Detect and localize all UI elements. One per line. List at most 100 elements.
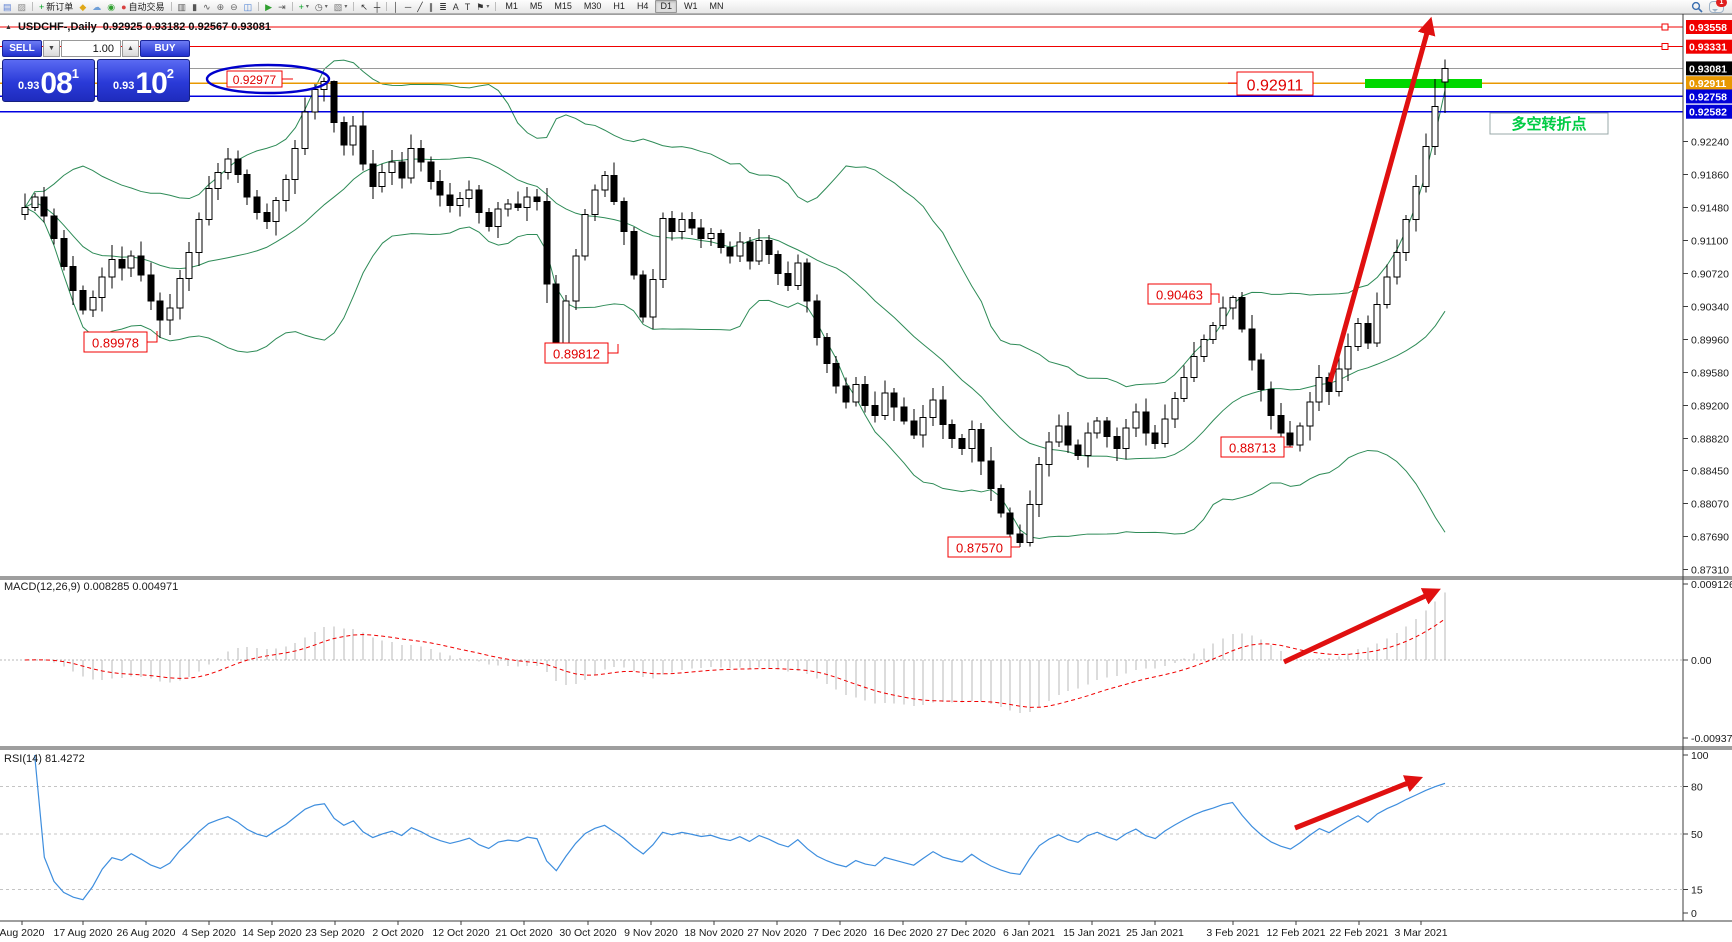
chat-icon[interactable]: 1 — [1709, 0, 1727, 13]
bollinger-bands — [24, 59, 1446, 539]
zoom-in-button[interactable]: ⊕ — [214, 1, 228, 13]
chart-canvas[interactable]: 0.92240 0.91860 0.91480 0.91100 0.90720 0.903… — [0, 14, 1732, 942]
timeframe-w1-button[interactable]: W1 — [683, 1, 698, 11]
chart-shift-icon: ⇥ — [278, 1, 286, 12]
svg-text:16 Dec 2020: 16 Dec 2020 — [873, 927, 933, 939]
auto-trading-icon: ● — [121, 1, 127, 12]
zoom-out-button[interactable]: ⊖ — [227, 1, 241, 13]
svg-text:80: 80 — [1691, 782, 1703, 794]
text-tool-button[interactable]: A — [450, 1, 462, 13]
periods-button[interactable]: ◷ ▾ — [312, 1, 331, 13]
rsi-indicator: RSI(14) 81.4272 100 80 50 15 0 — [0, 750, 1709, 920]
svg-text:0.92758: 0.92758 — [1689, 91, 1727, 103]
svg-text:0.93081: 0.93081 — [1689, 63, 1727, 75]
timeframe-h4-button[interactable]: H4 — [636, 1, 649, 11]
svg-text:0.90463: 0.90463 — [1156, 288, 1203, 303]
buy-button[interactable]: BUY — [140, 40, 190, 57]
sell-price-pips: 08 — [40, 67, 72, 100]
templates-dropdown-icon[interactable]: ▾ — [344, 4, 348, 10]
annotation-price-box-0.89812[interactable]: 0.89812 — [544, 342, 619, 364]
line-handle[interactable] — [1661, 43, 1669, 51]
equidistant-channel-tool-icon: ∥ — [428, 1, 434, 12]
svg-text:0.92911: 0.92911 — [1689, 78, 1727, 90]
horizontal-line-tool-button[interactable]: ─ — [402, 1, 414, 13]
periods-dropdown-icon[interactable]: ▾ — [324, 4, 328, 10]
timeframe-m5-button[interactable]: M5 — [529, 1, 543, 11]
new-chart-window-button[interactable]: ▤ — [0, 1, 15, 13]
svg-text:0.92240: 0.92240 — [1691, 136, 1729, 148]
crosshair-tool-button[interactable]: ┼ — [371, 1, 383, 13]
chart-line-button[interactable]: ∿ — [200, 1, 214, 13]
toolbar-separator — [32, 2, 34, 11]
timeframe-mn-button[interactable]: MN — [709, 1, 724, 11]
text-label-tool-button[interactable]: T — [462, 1, 474, 13]
periods-icon: ◷ — [314, 1, 323, 12]
timeframe-h1-button[interactable]: H1 — [613, 1, 625, 11]
support-zone-bar[interactable] — [1365, 79, 1482, 88]
annotation-price-box-0.88713[interactable]: 0.88713 — [1220, 436, 1293, 458]
search-icon[interactable] — [1691, 1, 1703, 13]
fibonacci-tool-button[interactable]: ≣ — [436, 1, 450, 13]
indicators-list-button[interactable]: + ▾ — [296, 1, 312, 13]
timeframe-m1-button[interactable]: M1 — [505, 1, 518, 11]
auto-scroll-icon: ▶ — [265, 1, 273, 12]
horizontal-line-tool-icon: ─ — [404, 1, 412, 12]
trade-signals-button[interactable]: ◉ — [104, 1, 118, 13]
annotation-price-box-0.89978[interactable]: 0.89978 — [83, 331, 158, 353]
zoom-out-icon: ⊖ — [230, 1, 238, 12]
line-handle[interactable] — [1661, 23, 1669, 31]
chart-bars-button[interactable]: ▥ — [175, 1, 190, 13]
arrows-tool-button[interactable]: ⚑ ▾ — [473, 1, 492, 13]
trend-arrow-rsi[interactable] — [1294, 775, 1424, 831]
mql5-community-button[interactable]: ☁ — [89, 1, 104, 13]
sell-price-button[interactable]: 0.93 08 1 — [2, 59, 95, 102]
volume-decrease-button[interactable]: ▼ — [43, 40, 60, 57]
svg-text:0.89812: 0.89812 — [553, 347, 600, 362]
vertical-line-tool-button[interactable]: │ — [390, 1, 402, 13]
date-axis[interactable]: Aug 2020 17 Aug 2020 26 Aug 2020 4 Sep 2020… — [0, 921, 1448, 939]
chart-line-icon: ∿ — [203, 1, 211, 12]
svg-text:0.92977: 0.92977 — [233, 73, 277, 87]
annotation-price-box-0.92977[interactable]: 0.92977 — [226, 70, 293, 88]
mql5-market-button[interactable]: ◆ — [76, 1, 89, 13]
timeframe-d1-button[interactable]: D1 — [655, 0, 677, 13]
auto-trading-button[interactable]: ● 自动交易 — [118, 1, 167, 13]
arrows-tool-dropdown-icon[interactable]: ▾ — [486, 4, 490, 10]
indicators-list-dropdown-icon[interactable]: ▾ — [305, 4, 309, 10]
price-level-lines[interactable] — [0, 23, 1683, 113]
trendline-tool-button[interactable]: ╱ — [414, 1, 425, 13]
arrows-tool-icon: ⚑ — [476, 1, 485, 12]
turning-point-label[interactable]: 多空转折点 — [1489, 112, 1609, 135]
cursor-tool-button[interactable]: ↖ — [357, 1, 371, 13]
volume-increase-button[interactable]: ▲ — [122, 40, 139, 57]
trend-arrow-macd[interactable] — [1282, 588, 1441, 665]
annotation-price-box-0.90463[interactable]: 0.90463 — [1147, 283, 1220, 305]
new-order-button[interactable]: + 新订单 — [36, 1, 76, 13]
volume-input[interactable] — [61, 40, 121, 57]
buy-price-button[interactable]: 0.93 10 2 — [97, 59, 190, 102]
text-label-tool-icon: T — [464, 1, 471, 12]
timeframe-m30-button[interactable]: M30 — [583, 1, 602, 11]
new-chart-window-icon: ▤ — [3, 1, 12, 12]
svg-text:0.91100: 0.91100 — [1691, 235, 1728, 247]
chart-profiles-icon: ▨ — [17, 1, 27, 12]
sell-button[interactable]: SELL — [2, 40, 42, 57]
collapse-chart-icon[interactable]: ▲ — [5, 23, 12, 31]
timeframe-m15-button[interactable]: M15 — [554, 1, 572, 11]
annotation-price-box-0.87570[interactable]: 0.87570 — [947, 536, 1020, 558]
highlight-ellipse[interactable] — [205, 63, 331, 95]
new-order-label: 新订单 — [46, 2, 74, 12]
chart-candlesticks-button[interactable]: ▮ — [189, 1, 200, 13]
equidistant-channel-tool-button[interactable]: ∥ — [426, 1, 437, 13]
annotation-price-box-0.92911[interactable]: 0.92911 — [1228, 71, 1314, 96]
templates-icon: ▧ — [333, 1, 343, 12]
auto-scroll-button[interactable]: ▶ — [262, 1, 275, 13]
templates-button[interactable]: ▧ ▾ — [331, 1, 351, 13]
chart-profiles-button[interactable]: ▨ — [15, 1, 30, 13]
tile-windows-button[interactable]: ◫ — [241, 1, 256, 13]
trend-arrow-main[interactable] — [1327, 16, 1436, 383]
price-axis[interactable]: 0.92240 0.91860 0.91480 0.91100 0.90720 0.903… — [1683, 20, 1732, 576]
chart-shift-button[interactable]: ⇥ — [275, 1, 289, 13]
new-order-icon: + — [39, 1, 45, 12]
svg-text:0.87310: 0.87310 — [1691, 564, 1729, 576]
